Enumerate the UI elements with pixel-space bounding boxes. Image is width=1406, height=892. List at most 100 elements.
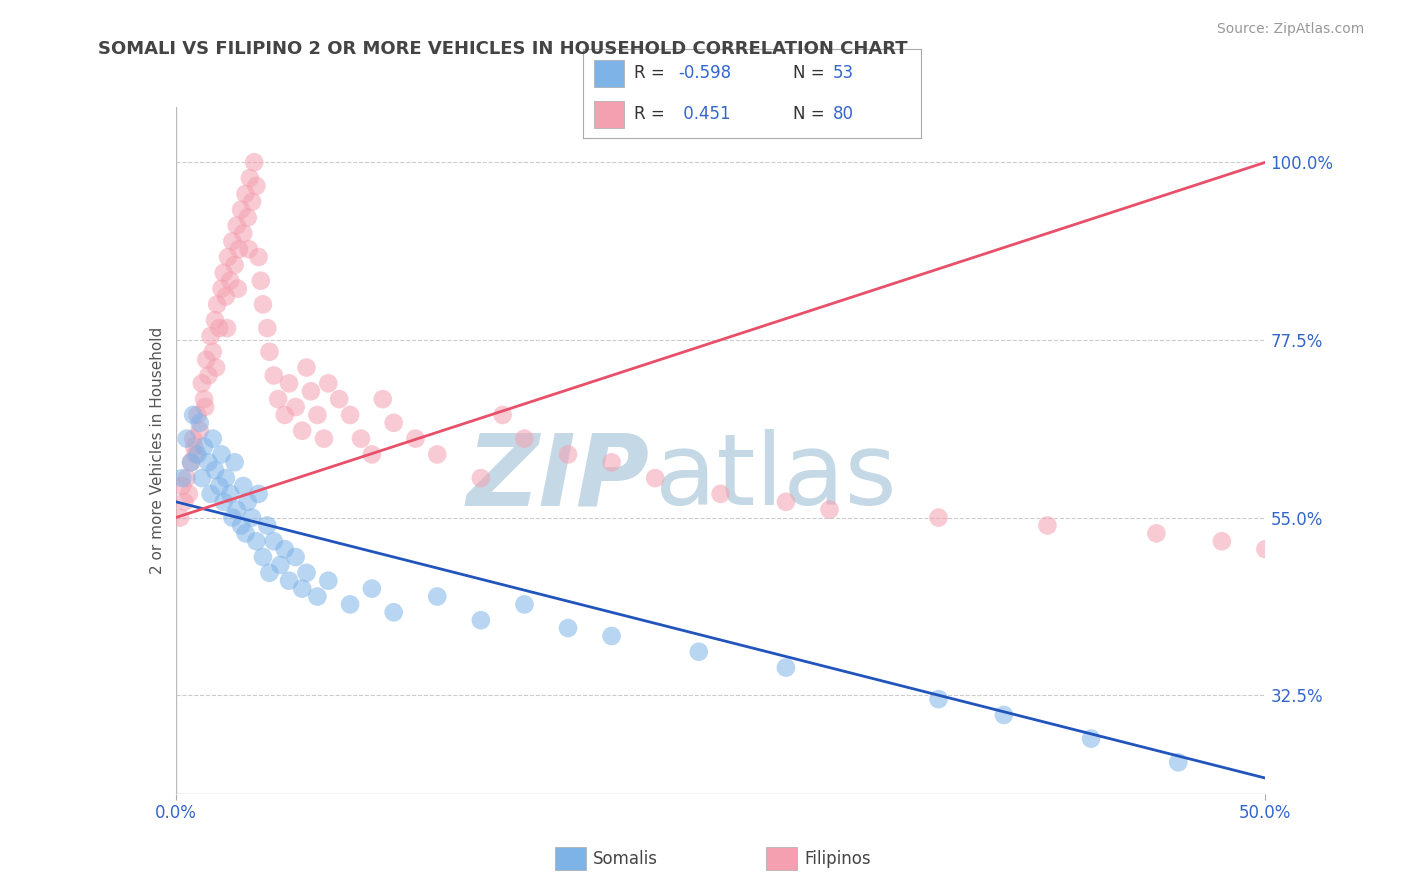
Point [775, 660, 797, 674]
Point [219, 274, 242, 288]
Point [299, 384, 322, 399]
Point [312, 432, 335, 446]
Point [274, 408, 297, 422]
Point [284, 400, 307, 414]
Point [256, 518, 278, 533]
Point [238, 242, 260, 256]
Point [176, 432, 198, 446]
Point [361, 582, 384, 596]
Point [339, 408, 361, 422]
Point [194, 400, 217, 414]
Point [215, 321, 238, 335]
Point [219, 487, 242, 501]
Point [818, 502, 841, 516]
Point [188, 416, 211, 430]
Point [557, 621, 579, 635]
Point [217, 250, 239, 264]
Point [644, 471, 666, 485]
Point [208, 321, 231, 335]
Point [291, 424, 314, 438]
Point [181, 408, 204, 422]
Point [284, 549, 307, 564]
Point [200, 487, 222, 501]
Point [240, 194, 263, 209]
Point [184, 447, 207, 461]
Point [361, 447, 384, 461]
Point [180, 455, 202, 469]
Point [221, 510, 243, 524]
Point [204, 313, 226, 327]
Text: N =: N = [793, 105, 830, 123]
Point [201, 344, 224, 359]
Point [405, 432, 427, 446]
Point [215, 471, 238, 485]
Point [256, 321, 278, 335]
Point [269, 558, 291, 572]
Point [231, 518, 253, 533]
Point [200, 329, 222, 343]
Point [1167, 756, 1189, 770]
Point [197, 368, 219, 383]
Point [197, 455, 219, 469]
Y-axis label: 2 or more Vehicles in Household: 2 or more Vehicles in Household [149, 326, 165, 574]
Point [183, 440, 205, 454]
Point [928, 510, 950, 524]
Point [228, 242, 250, 256]
Point [193, 392, 215, 406]
Point [191, 471, 214, 485]
Point [235, 526, 257, 541]
Point [382, 416, 405, 430]
Point [291, 582, 314, 596]
Point [1146, 526, 1168, 541]
Point [557, 447, 579, 461]
Point [318, 376, 340, 391]
Point [470, 613, 492, 627]
Point [232, 479, 254, 493]
FancyBboxPatch shape [593, 60, 624, 87]
Point [382, 605, 405, 619]
Point [492, 408, 515, 422]
Text: N =: N = [793, 64, 830, 82]
Point [307, 408, 329, 422]
Text: R =: R = [634, 105, 671, 123]
Point [191, 376, 214, 391]
Point [278, 574, 301, 588]
Point [172, 479, 194, 493]
FancyBboxPatch shape [593, 101, 624, 128]
Point [252, 549, 274, 564]
Point [928, 692, 950, 706]
Point [247, 250, 270, 264]
Point [1211, 534, 1233, 549]
Point [201, 432, 224, 446]
Point [513, 598, 536, 612]
Point [239, 171, 262, 186]
Point [176, 471, 198, 485]
Point [195, 352, 218, 367]
Text: 80: 80 [834, 105, 855, 123]
Point [1254, 542, 1277, 557]
Point [215, 289, 238, 303]
Point [328, 392, 350, 406]
Point [259, 566, 281, 580]
Text: Filipinos: Filipinos [804, 850, 870, 868]
Point [225, 219, 247, 233]
Point [470, 471, 492, 485]
Point [212, 266, 235, 280]
Point [173, 495, 195, 509]
Point [600, 629, 623, 643]
Point [259, 344, 281, 359]
Text: Source: ZipAtlas.com: Source: ZipAtlas.com [1216, 22, 1364, 37]
Point [252, 297, 274, 311]
Point [600, 455, 623, 469]
Point [240, 510, 263, 524]
Point [231, 202, 253, 217]
Point [181, 432, 204, 446]
Point [710, 487, 733, 501]
Point [226, 282, 249, 296]
Point [247, 487, 270, 501]
Point [224, 455, 246, 469]
Text: SOMALI VS FILIPINO 2 OR MORE VEHICLES IN HOUSEHOLD CORRELATION CHART: SOMALI VS FILIPINO 2 OR MORE VEHICLES IN… [98, 40, 908, 58]
Point [236, 495, 259, 509]
Point [318, 574, 340, 588]
Point [263, 534, 285, 549]
